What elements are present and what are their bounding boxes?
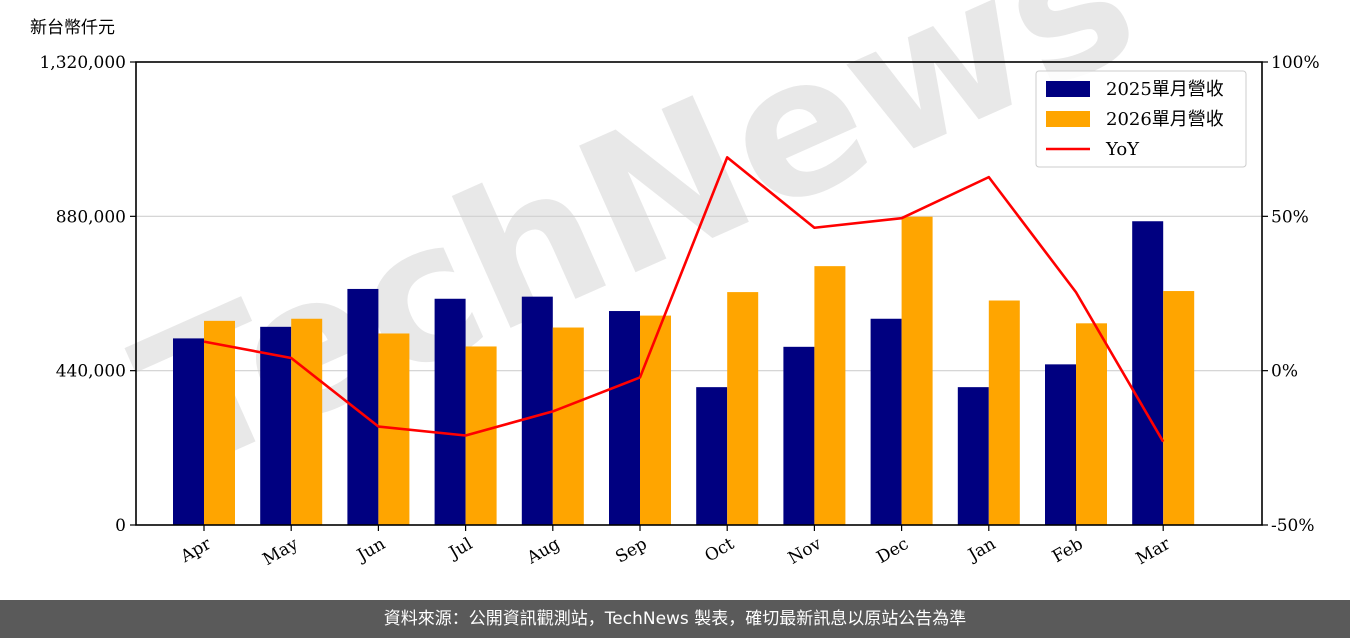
bar-2025: [870, 318, 902, 525]
bar-2025: [260, 326, 292, 525]
bar-2025: [1045, 364, 1076, 525]
y-axis-unit-label: 新台幣仟元: [30, 18, 115, 38]
bar-2025: [173, 338, 204, 525]
bar-2026: [552, 327, 584, 525]
bar-2025: [609, 311, 640, 525]
y-tick-label: 0: [115, 516, 126, 536]
bar-2026: [465, 346, 497, 525]
bars-group: [173, 216, 1195, 526]
bar-2026: [1076, 323, 1107, 525]
x-tick-label: Apr: [177, 534, 216, 568]
bar-2026: [988, 300, 1020, 525]
legend: 2025單月營收 2026單月營收 YoY: [1035, 70, 1247, 168]
y2-tick-label: -50%: [1271, 516, 1315, 536]
y2-tick-label: 100%: [1271, 53, 1320, 73]
x-tick-label: Dec: [873, 534, 912, 568]
bar-2026: [1163, 291, 1195, 525]
yoy-line-group: [203, 156, 1165, 443]
x-tick-label: Jan: [963, 534, 999, 566]
bar-2026: [640, 315, 671, 525]
y2-tick-label: 0%: [1271, 362, 1298, 382]
x-tick-label: Sep: [612, 534, 650, 568]
bar-2025: [783, 346, 815, 525]
bar-2025: [1132, 221, 1164, 525]
bar-2025: [434, 298, 466, 525]
y-tick-label: 880,000: [56, 207, 126, 227]
legend-item-2026-label: 2026單月營收: [1106, 109, 1224, 130]
x-tick-label: Oct: [701, 534, 737, 567]
x-tick-label: Jun: [352, 534, 389, 567]
x-tick-label: May: [260, 534, 303, 570]
y-tick-label: 440,000: [56, 362, 126, 382]
source-footer: 資料來源：公開資訊觀測站，TechNews 製表，確切最新訊息以原站公告為準: [0, 600, 1350, 638]
legend-item-yoy-label: YoY: [1105, 139, 1140, 160]
x-tick-label: Jul: [444, 534, 476, 564]
bar-2026: [814, 266, 846, 525]
bar-2026: [291, 318, 323, 525]
legend-item-2025-swatch: [1046, 81, 1090, 97]
bar-2025: [696, 387, 728, 525]
yoy-line: [203, 156, 1165, 443]
y2-tick-label: 50%: [1271, 207, 1309, 227]
x-tick-label: Aug: [523, 534, 564, 569]
bar-2025: [957, 387, 989, 525]
bar-2026: [901, 216, 933, 526]
x-tick-label: Feb: [1049, 534, 1087, 567]
bar-2026: [727, 292, 759, 525]
legend-item-2026-swatch: [1046, 111, 1090, 127]
bar-2026: [204, 320, 235, 525]
legend-item-2025-label: 2025單月營收: [1106, 79, 1224, 100]
bar-2025: [521, 296, 553, 525]
x-tick-label: Nov: [785, 534, 825, 569]
plot-frame: [135, 61, 1263, 526]
y-tick-label: 1,320,000: [39, 53, 126, 73]
revenue-chart: TechNews 新台幣仟元 0440,000880,0001,320,000-…: [30, 0, 1320, 570]
x-tick-label: Mar: [1133, 534, 1175, 570]
